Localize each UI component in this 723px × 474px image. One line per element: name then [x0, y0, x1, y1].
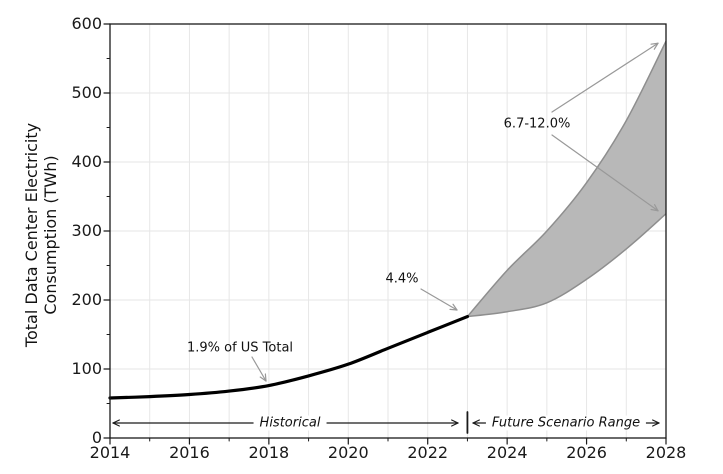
x-tick-label: 2018 [248, 443, 290, 462]
x-tick-label: 2014 [89, 443, 131, 462]
x-tick-label: 2022 [407, 443, 449, 462]
x-tick-label: 2026 [566, 443, 607, 462]
y-tick-label: 0 [91, 428, 102, 447]
span-label-historical: Historical [253, 415, 327, 431]
y-tick-label: 500 [71, 83, 102, 102]
annotation-2028-share: 6.7-12.0% [503, 116, 571, 132]
annotation-2018-share: 1.9% of US Total [186, 340, 294, 356]
y-tick-label: 100 [71, 359, 102, 378]
x-tick-label: 2028 [645, 443, 687, 462]
x-tick-label: 2020 [327, 443, 369, 462]
x-tick-label: 2016 [169, 443, 210, 462]
annotation-2023-share: 4.4% [385, 271, 419, 287]
x-tick-label: 2024 [486, 443, 528, 462]
y-tick-label: 600 [71, 14, 102, 33]
y-tick-label: 400 [71, 152, 102, 171]
span-label-future-scenario-range: Future Scenario Range [485, 415, 647, 431]
y-tick-label: 200 [71, 290, 102, 309]
y-tick-label: 300 [71, 221, 102, 240]
